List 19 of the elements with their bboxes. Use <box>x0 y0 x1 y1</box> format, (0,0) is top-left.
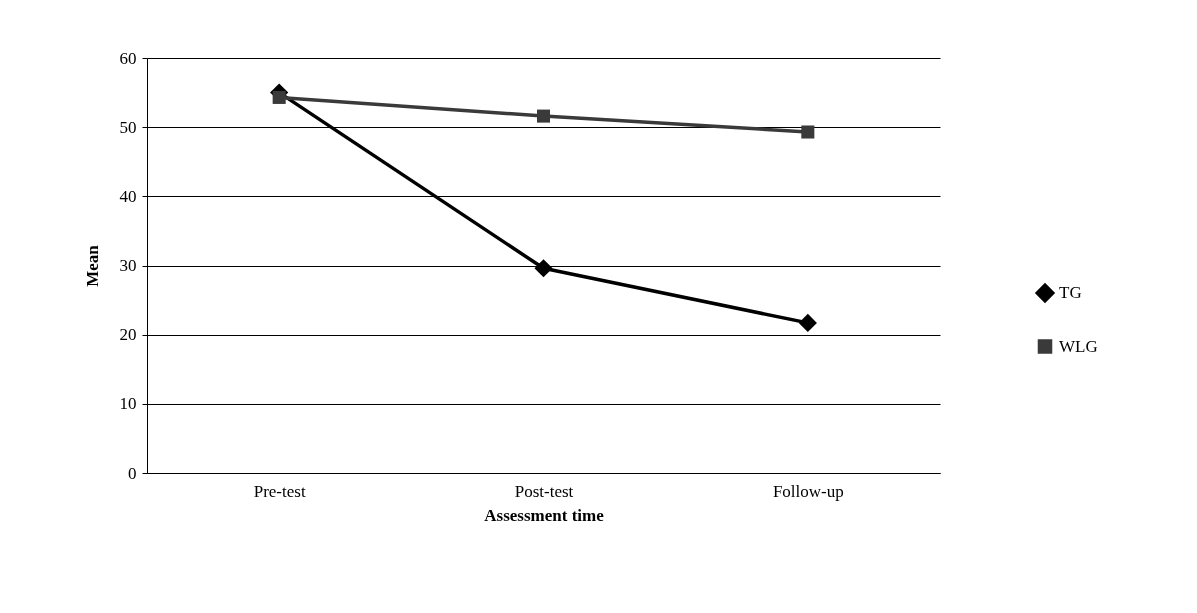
y-tick-label: 10 <box>119 394 137 414</box>
point <box>536 109 551 123</box>
point <box>272 90 286 104</box>
point <box>801 125 815 139</box>
point <box>534 259 553 278</box>
point <box>798 313 817 332</box>
x-tick-label: Post-test <box>514 481 574 501</box>
legend-label: TG <box>1059 283 1082 302</box>
x-tick-label: Follow-up <box>772 481 844 501</box>
y-tick-label: 60 <box>119 48 137 68</box>
y-tick-label: 0 <box>128 463 137 483</box>
legend-label: WLG <box>1059 336 1098 356</box>
y-tick-label: 20 <box>119 325 137 345</box>
y-tick-label: 50 <box>119 117 137 137</box>
y-tick-label: 30 <box>119 256 137 275</box>
y-axis-title: Mean <box>82 244 102 287</box>
y-tick-label: 40 <box>119 186 137 206</box>
x-axis-title: Assessment time <box>484 505 605 525</box>
x-tick-label: Pre-test <box>253 481 306 501</box>
